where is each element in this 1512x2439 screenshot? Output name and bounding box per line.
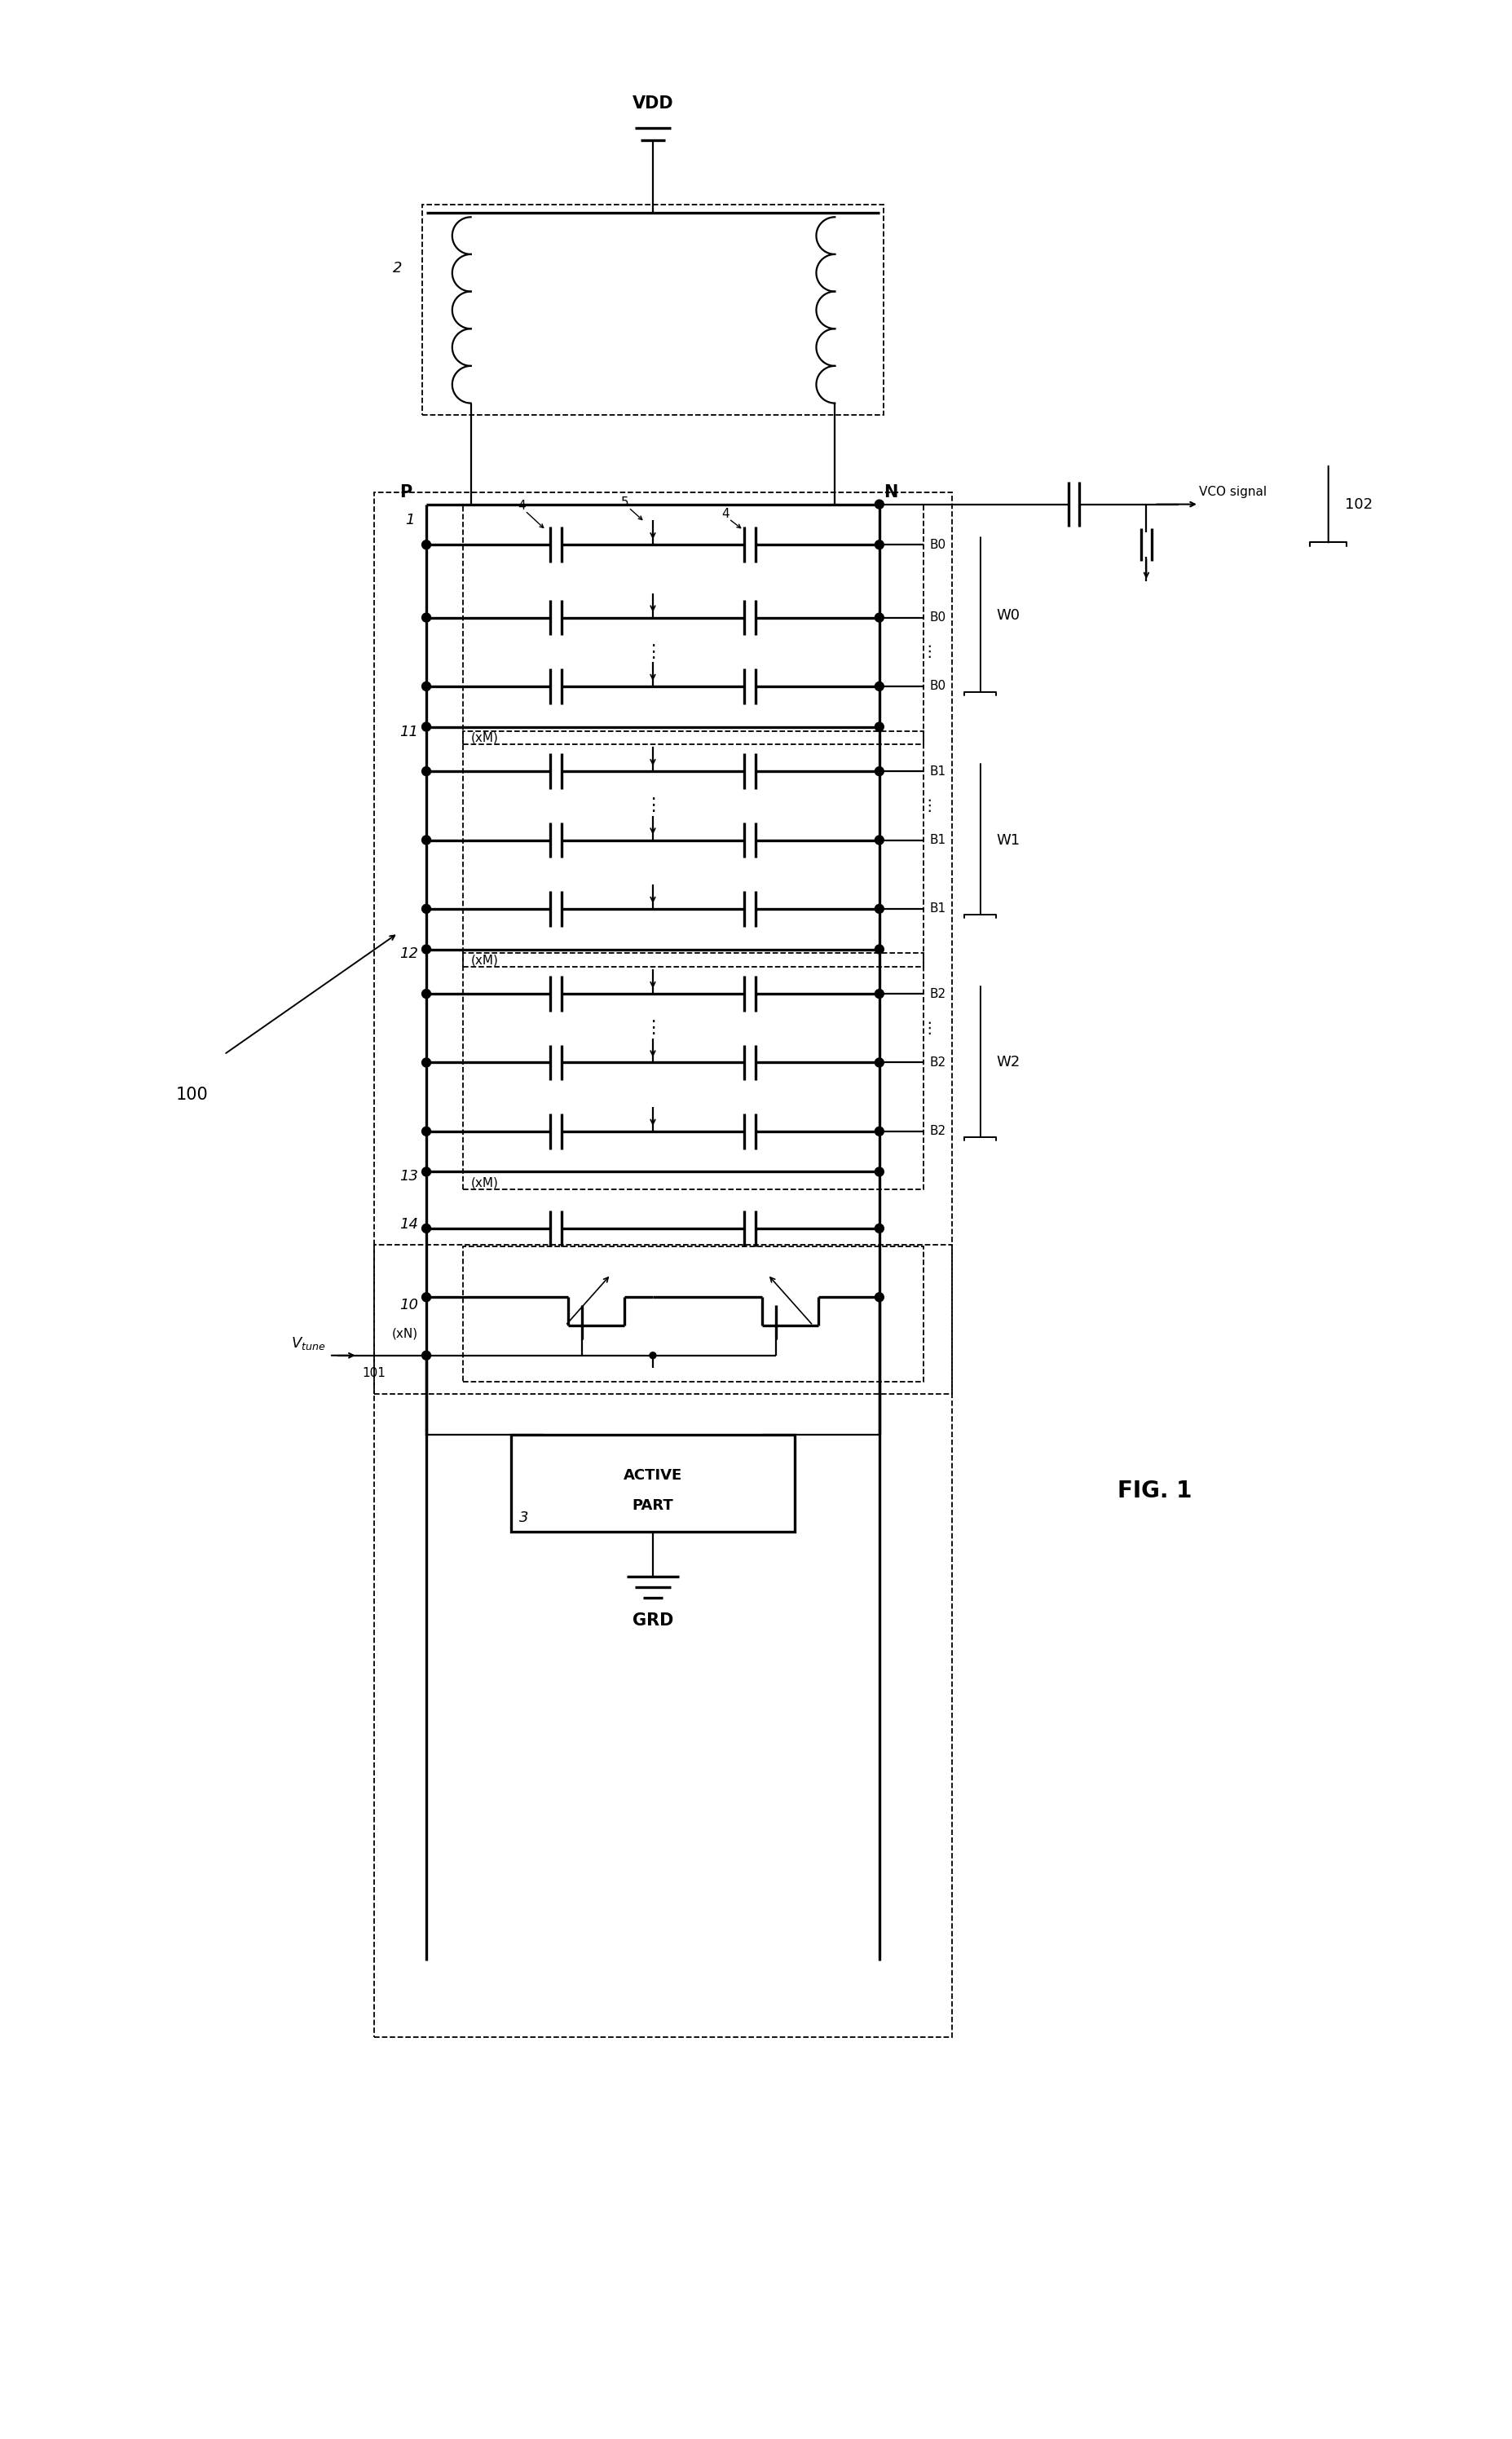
Text: 1: 1 (405, 512, 414, 527)
Text: PART: PART (632, 1498, 673, 1512)
Text: 12: 12 (399, 946, 419, 961)
Circle shape (422, 1168, 431, 1176)
Circle shape (422, 990, 431, 998)
Text: 4: 4 (519, 500, 526, 512)
Text: ⋮: ⋮ (644, 1020, 662, 1037)
Bar (422, 205, 883, 415)
Circle shape (422, 837, 431, 844)
Text: ⋮: ⋮ (644, 644, 662, 661)
Bar (511, 1434, 794, 1532)
Text: ⋮: ⋮ (922, 798, 937, 812)
Circle shape (422, 612, 431, 622)
Text: ⋮: ⋮ (644, 798, 662, 815)
Circle shape (875, 1293, 885, 1302)
Text: GRD: GRD (632, 1612, 673, 1629)
Text: 101: 101 (363, 1368, 386, 1380)
Circle shape (875, 541, 885, 549)
Circle shape (422, 722, 431, 732)
Circle shape (422, 1127, 431, 1137)
Text: (xM): (xM) (470, 732, 499, 744)
Circle shape (875, 990, 885, 998)
Circle shape (875, 1168, 885, 1176)
Circle shape (650, 1351, 656, 1359)
Circle shape (875, 612, 885, 622)
Text: N: N (883, 483, 898, 500)
Text: B2: B2 (930, 1124, 947, 1137)
Text: ⋮: ⋮ (922, 644, 937, 659)
Text: 4: 4 (721, 507, 730, 520)
Text: B0: B0 (930, 539, 947, 551)
Circle shape (422, 1293, 431, 1302)
Circle shape (422, 1224, 431, 1232)
Text: 11: 11 (399, 724, 419, 739)
Text: 5: 5 (620, 498, 629, 510)
Text: VCO signal: VCO signal (1199, 485, 1267, 498)
Text: 100: 100 (175, 1088, 209, 1102)
Circle shape (422, 683, 431, 690)
Text: B1: B1 (930, 766, 947, 778)
Text: B0: B0 (930, 612, 947, 624)
Circle shape (422, 944, 431, 954)
Text: 14: 14 (399, 1217, 419, 1232)
Circle shape (422, 766, 431, 776)
Circle shape (875, 683, 885, 690)
Text: FIG. 1: FIG. 1 (1117, 1480, 1191, 1502)
Circle shape (422, 541, 431, 549)
Text: B1: B1 (930, 834, 947, 846)
Circle shape (875, 944, 885, 954)
Text: 10: 10 (399, 1298, 419, 1312)
Circle shape (422, 1351, 431, 1361)
Circle shape (875, 766, 885, 776)
Bar (373, 1244, 953, 1395)
Bar (373, 493, 953, 2037)
Text: (xN): (xN) (392, 1327, 419, 1339)
Text: VDD: VDD (632, 95, 673, 112)
Text: B0: B0 (930, 680, 947, 693)
Text: $V_{tune}$: $V_{tune}$ (290, 1334, 325, 1351)
Text: W1: W1 (996, 832, 1021, 846)
Circle shape (422, 1059, 431, 1066)
Circle shape (875, 1224, 885, 1232)
Text: W2: W2 (996, 1056, 1021, 1071)
Circle shape (875, 905, 885, 912)
Text: B1: B1 (930, 902, 947, 915)
Text: ⋮: ⋮ (922, 1020, 937, 1037)
Circle shape (875, 1059, 885, 1066)
Bar (463, 954, 924, 1190)
Text: B2: B2 (930, 988, 947, 1000)
Text: ACTIVE: ACTIVE (623, 1468, 682, 1483)
Circle shape (875, 837, 885, 844)
Text: 13: 13 (399, 1168, 419, 1183)
Bar (463, 1246, 924, 1383)
Text: P: P (399, 483, 411, 500)
Text: 102: 102 (1344, 498, 1373, 512)
Text: 3: 3 (519, 1510, 529, 1524)
Text: 2: 2 (393, 261, 402, 276)
Bar (463, 732, 924, 968)
Text: B2: B2 (930, 1056, 947, 1068)
Text: W0: W0 (996, 607, 1021, 622)
Circle shape (875, 500, 885, 510)
Circle shape (875, 722, 885, 732)
Circle shape (422, 905, 431, 912)
Circle shape (875, 1127, 885, 1137)
Bar (463, 505, 924, 744)
Text: (xM): (xM) (470, 954, 499, 966)
Text: (xM): (xM) (470, 1176, 499, 1188)
